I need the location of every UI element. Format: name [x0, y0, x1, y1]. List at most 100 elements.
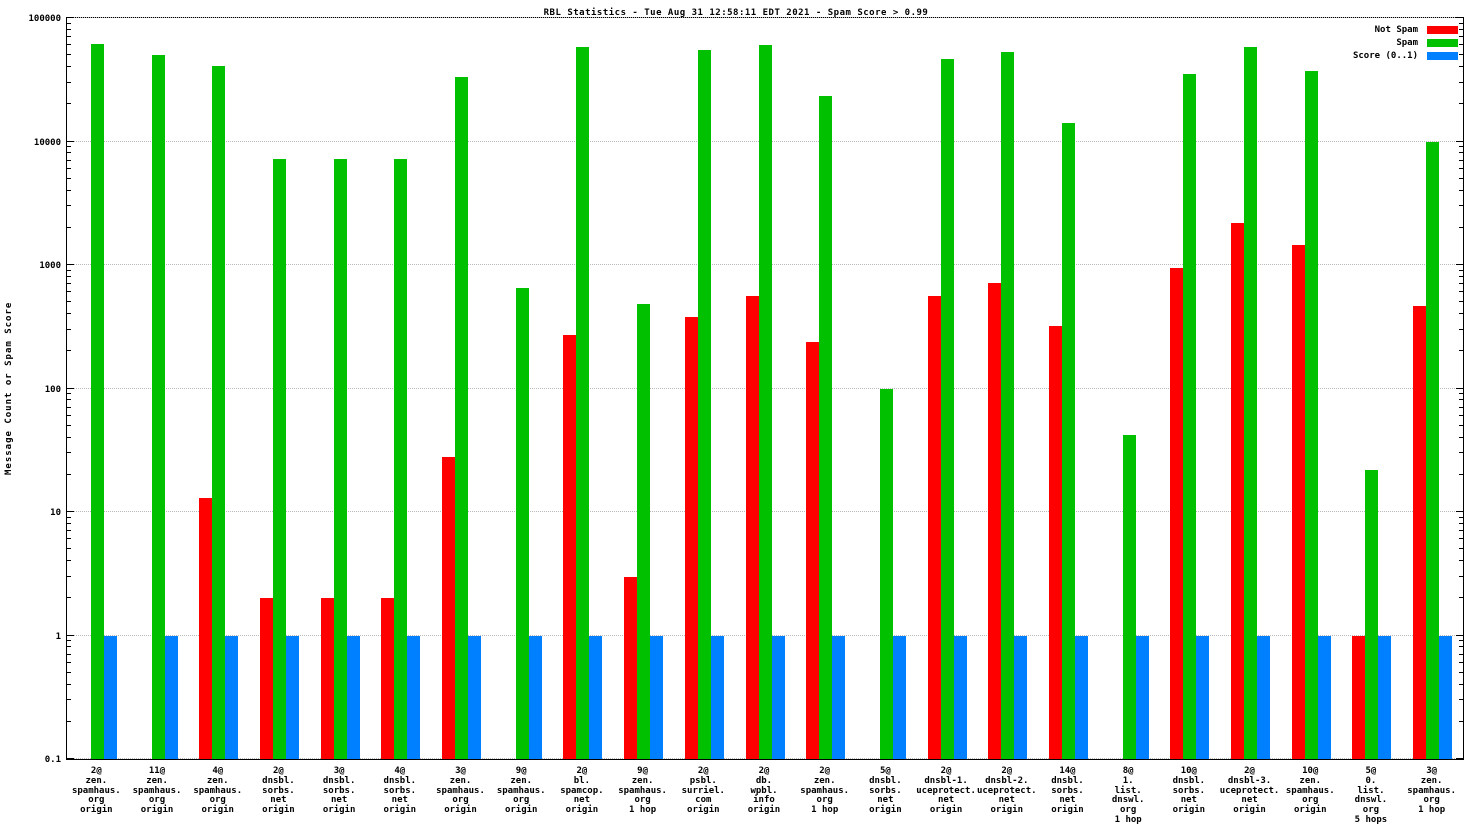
y-minor-tick — [1459, 560, 1463, 562]
bar-score-0-1 — [1439, 635, 1453, 759]
x-tick-label-line: org — [816, 795, 833, 806]
bar-not-spam — [745, 296, 759, 759]
x-tick-label-line: uceprotect. — [1219, 785, 1280, 796]
x-tick-label-line: uceprotect. — [976, 785, 1037, 796]
y-tick-label: 10 — [50, 508, 61, 518]
x-tick-label-line: 1 hop — [1114, 814, 1142, 825]
y-minor-tick — [67, 560, 71, 562]
y-minor-tick — [1459, 661, 1463, 663]
legend-entry: Spam — [1396, 38, 1458, 48]
x-tick-label: 9@ zen. spamhaus. org 1 hop — [612, 766, 673, 816]
bar-not-spam — [927, 296, 941, 759]
x-tick-label-line: origin — [201, 805, 234, 816]
x-tick-label-line: origin — [929, 805, 963, 816]
y-minor-tick — [67, 473, 71, 475]
bar-spam — [455, 77, 469, 759]
legend: Not Spam Spam Score (0..1) — [1353, 25, 1458, 61]
y-minor-tick — [67, 516, 71, 518]
x-tick-label-line: uceprotect. — [916, 785, 976, 796]
x-tick-label-line: zen. — [813, 775, 836, 786]
x-tick-label-line: sorbs. — [869, 785, 902, 796]
x-tick-label-line: origin — [80, 805, 113, 816]
x-tick-label-line: zen. — [206, 775, 229, 786]
y-major-tick — [67, 511, 74, 512]
bar-score-0-1 — [346, 635, 360, 759]
x-tick-label-line: net — [1180, 795, 1197, 806]
bar-score-0-1 — [650, 635, 664, 759]
x-tick-label-line: net — [1241, 795, 1258, 806]
x-tick-label: 8@ 1. list. dnswl. org 1 hop — [1098, 766, 1159, 826]
bar-not-spam — [1048, 326, 1062, 759]
bar-not-spam — [1352, 635, 1366, 759]
x-tick-label-line: 3@ — [333, 766, 345, 776]
y-minor-tick — [67, 44, 71, 46]
y-minor-tick — [1459, 522, 1463, 524]
bar-score-0-1 — [468, 635, 482, 759]
y-minor-tick — [67, 36, 71, 38]
y-minor-tick — [1459, 146, 1463, 148]
x-tick-label-line: list. — [1357, 785, 1385, 796]
x-tick-label-line: 4@ — [212, 766, 224, 776]
y-minor-tick — [1459, 36, 1463, 38]
x-tick-label-line: 4@ — [394, 766, 406, 776]
y-minor-tick — [1459, 291, 1463, 293]
x-tick-label: 3@ dnsbl. sorbs. net origin — [309, 766, 370, 816]
y-minor-tick — [67, 646, 71, 648]
y-minor-tick — [1459, 575, 1463, 577]
x-tick-label: 5@ 0. list. dnswl. org 5 hops — [1341, 766, 1402, 826]
y-minor-tick — [67, 720, 71, 722]
x-tick-labels: 2@ zen. spamhaus. org origin 11@ zen. spamhaus.… — [66, 766, 1464, 828]
bar-spam — [637, 304, 651, 759]
legend-label: Score (0..1) — [1352, 51, 1418, 61]
x-tick-label-line: org — [1120, 805, 1137, 816]
y-minor-tick — [67, 653, 71, 655]
bar-score-0-1 — [1196, 635, 1210, 759]
x-tick-label-line: 5 hops — [1354, 814, 1388, 825]
y-minor-tick — [67, 414, 71, 416]
x-tick-label-line: 2@ — [576, 766, 588, 776]
x-tick-label-line: org — [513, 795, 530, 806]
y-minor-tick — [1459, 473, 1463, 475]
x-tick-label-line: 11@ — [148, 766, 166, 776]
y-minor-tick — [1459, 538, 1463, 540]
x-tick-label: 4@ zen. spamhaus. org origin — [187, 766, 248, 816]
bar-score-0-1 — [1014, 635, 1028, 759]
x-tick-label: 10@ zen. spamhaus. org origin — [1280, 766, 1341, 816]
x-tick-label: 9@ zen. spamhaus. org origin — [491, 766, 552, 816]
y-minor-tick — [67, 22, 71, 24]
x-tick-label: 2@ dnsbl-1. uceprotect. net origin — [916, 766, 977, 816]
y-tick-label: 100 — [44, 384, 61, 395]
bar-not-spam — [1170, 267, 1184, 759]
bar-spam — [758, 44, 772, 759]
x-tick-label-line: origin — [990, 805, 1024, 816]
x-tick-label-line: 5@ — [879, 766, 891, 776]
y-minor-tick — [1459, 597, 1463, 599]
y-major-tick — [67, 264, 74, 265]
x-tick-label: 14@ dnsbl. sorbs. net origin — [1037, 766, 1098, 816]
y-tick-label: 1000 — [39, 261, 61, 271]
x-tick-label-line: list. — [1114, 785, 1142, 796]
bar-not-spam — [1291, 245, 1305, 759]
x-tick-label-line: origin — [383, 805, 417, 816]
y-minor-tick — [1459, 152, 1463, 154]
x-tick-label-line: surriel. — [681, 785, 725, 796]
y-minor-tick — [67, 406, 71, 408]
y-minor-tick — [67, 350, 71, 352]
x-tick-label-line: spamcop. — [560, 785, 604, 796]
y-minor-tick — [1459, 275, 1463, 277]
y-major-tick — [1456, 511, 1463, 512]
x-tick-label-line: dnsbl. — [1051, 775, 1084, 786]
x-tick-label-line: org — [1423, 795, 1440, 806]
x-tick-label-line: 2@ — [1001, 766, 1013, 776]
y-minor-tick — [67, 671, 71, 673]
bar-not-spam — [442, 456, 456, 759]
bar-not-spam — [199, 497, 213, 759]
x-tick-label-line: origin — [1293, 805, 1327, 816]
x-tick-label-line: origin — [444, 805, 477, 816]
x-tick-label-line: sorbs. — [262, 785, 295, 796]
y-minor-tick — [67, 640, 71, 642]
y-minor-tick — [1459, 530, 1463, 532]
y-minor-tick — [1459, 177, 1463, 179]
bar-score-0-1 — [953, 635, 967, 759]
x-tick-label-line: 14@ — [1059, 766, 1076, 776]
